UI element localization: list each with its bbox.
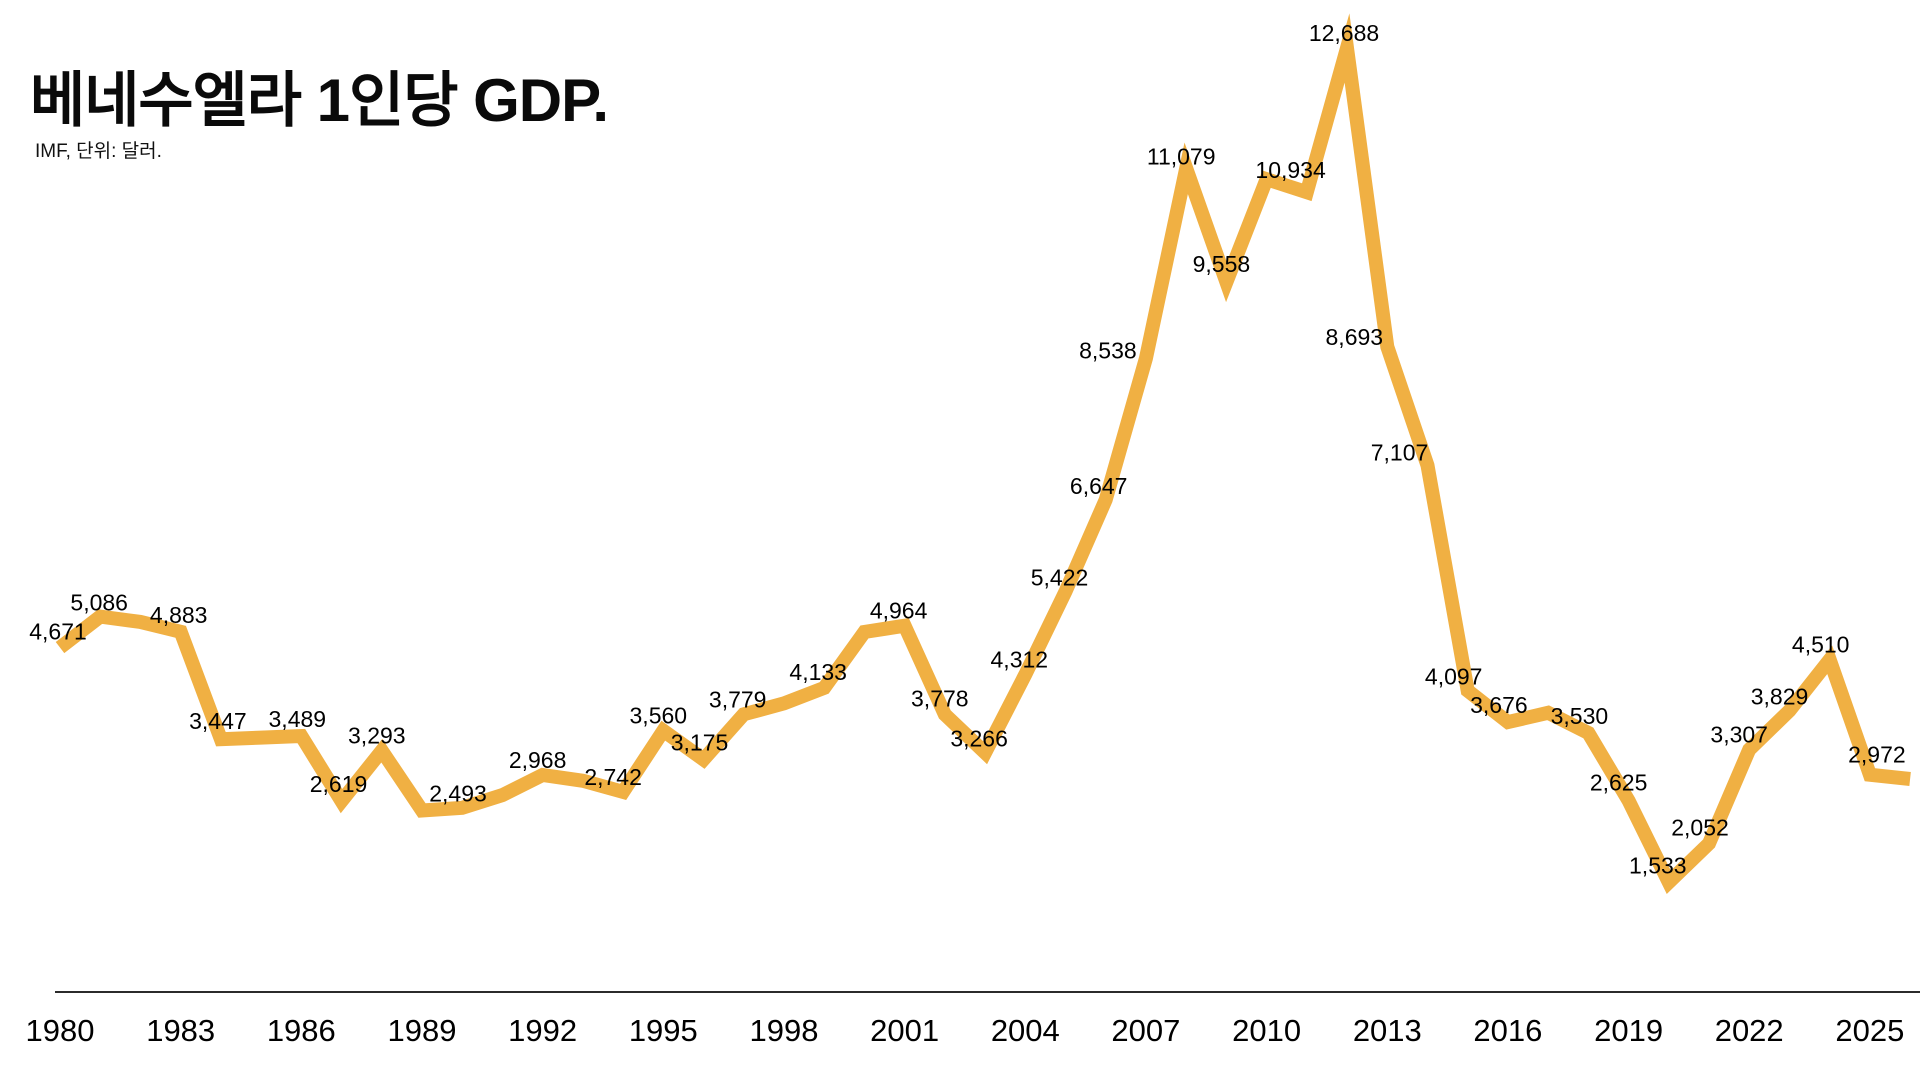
chart-title: 베네수엘라 1인당 GDP. [30, 67, 609, 134]
value-label: 4,312 [991, 647, 1049, 673]
x-axis-year-label: 2019 [1594, 1013, 1663, 1048]
value-label: 3,307 [1710, 722, 1768, 748]
value-label: 2,052 [1671, 815, 1729, 841]
value-label: 5,086 [70, 590, 128, 616]
x-axis-year-label: 1983 [146, 1013, 215, 1048]
value-label: 3,293 [348, 723, 406, 749]
chart-subtitle: IMF, 단위: 달러. [35, 141, 162, 162]
value-label: 2,493 [429, 781, 487, 807]
value-label: 9,558 [1193, 251, 1251, 277]
value-label: 8,538 [1079, 337, 1137, 363]
x-axis-year-label: 1992 [508, 1013, 577, 1048]
value-label: 3,530 [1551, 703, 1609, 729]
value-label: 3,829 [1751, 684, 1809, 710]
gdp-line [55, 13, 1911, 894]
x-axis-year-label: 2010 [1232, 1013, 1301, 1048]
value-label: 11,079 [1147, 143, 1216, 169]
value-label: 2,742 [584, 764, 642, 790]
value-label: 2,625 [1590, 770, 1648, 796]
value-label: 12,688 [1309, 20, 1379, 46]
x-axis-year-label: 2013 [1353, 1013, 1422, 1048]
value-label: 2,972 [1848, 742, 1906, 768]
x-axis-year-label: 2022 [1715, 1013, 1784, 1048]
x-axis-year-label: 2007 [1111, 1013, 1180, 1048]
value-label: 2,619 [310, 771, 368, 797]
x-axis-year-label: 2001 [870, 1013, 939, 1048]
value-label: 6,647 [1070, 473, 1128, 499]
x-axis-year-label: 2016 [1473, 1013, 1542, 1048]
value-label: 1,533 [1629, 852, 1687, 878]
x-axis-year-label: 1995 [629, 1013, 698, 1048]
value-label: 8,693 [1326, 324, 1384, 350]
value-label: 3,489 [269, 706, 327, 732]
value-label: 3,778 [911, 685, 969, 711]
value-label: 3,175 [671, 730, 729, 756]
value-label: 2,968 [509, 747, 567, 773]
value-label: 7,107 [1371, 439, 1429, 465]
value-label: 4,510 [1792, 632, 1850, 658]
value-label: 4,097 [1425, 664, 1483, 690]
x-axis-year-label: 2025 [1835, 1013, 1904, 1048]
value-label: 10,934 [1255, 157, 1326, 183]
value-label: 4,133 [789, 659, 847, 685]
value-label: 3,560 [630, 703, 688, 729]
x-axis-year-label: 1998 [750, 1013, 819, 1048]
x-axis-year-label: 2004 [991, 1013, 1060, 1048]
value-label: 3,676 [1470, 692, 1528, 718]
value-label: 3,266 [950, 726, 1008, 752]
value-label: 4,883 [150, 602, 208, 628]
x-axis-year-label: 1986 [267, 1013, 336, 1048]
value-label: 3,779 [709, 686, 767, 712]
x-axis-year-label: 1989 [388, 1013, 457, 1048]
value-label: 4,964 [870, 598, 928, 624]
x-axis-year-label: 1980 [26, 1013, 95, 1048]
value-label: 3,447 [189, 708, 247, 734]
value-label: 4,671 [29, 619, 87, 645]
value-label: 5,422 [1031, 565, 1089, 591]
